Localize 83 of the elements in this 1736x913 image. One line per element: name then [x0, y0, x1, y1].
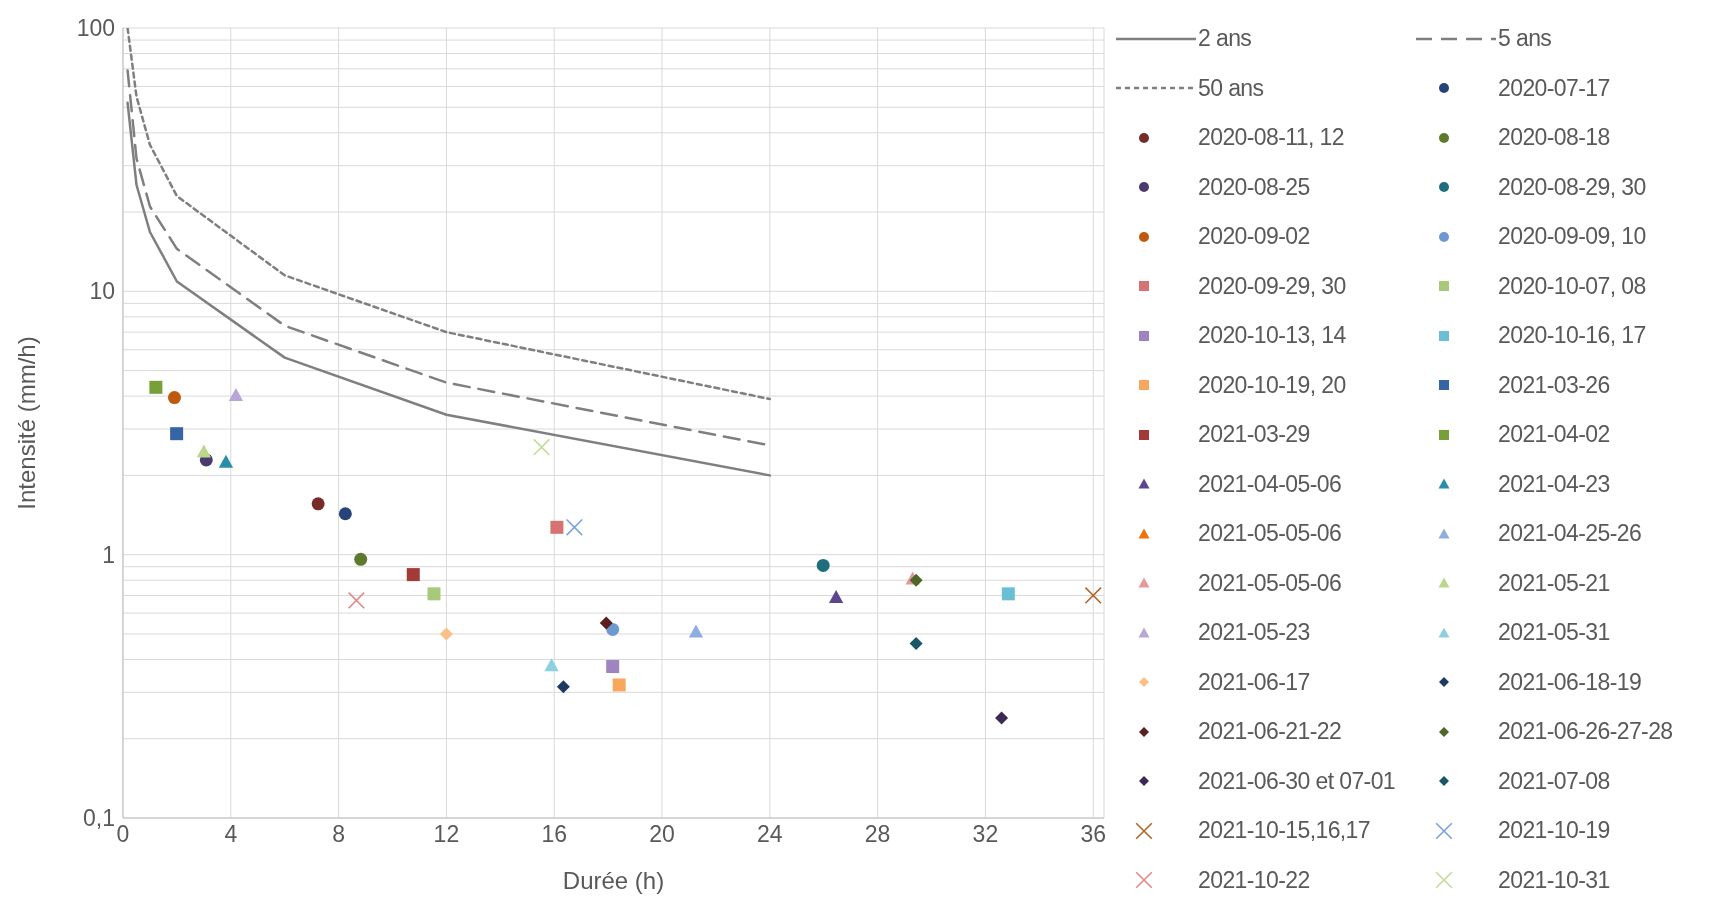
- point: [1084, 586, 1102, 605]
- point: [427, 587, 441, 601]
- legend-label: 2021-05-05-06: [1198, 569, 1342, 597]
- line-series: [126, 28, 772, 401]
- point: [228, 388, 244, 402]
- point: [218, 454, 234, 468]
- point: [612, 678, 626, 692]
- legend-label: 2020-10-19, 20: [1198, 371, 1346, 399]
- legend-label: 2021-03-29: [1198, 421, 1310, 449]
- legend-label: 2021-05-31: [1498, 619, 1610, 647]
- point: [167, 391, 181, 405]
- point: [354, 552, 368, 566]
- x-axis-title: Durée (h): [562, 867, 665, 894]
- legend-label: 2021-07-08: [1498, 767, 1610, 795]
- legend-label: 2021-06-17: [1198, 668, 1310, 696]
- legend-label: 2021-10-15,16,17: [1198, 817, 1370, 845]
- legend-label: 2021-06-30 et 07-01: [1198, 767, 1396, 795]
- point: [347, 591, 365, 610]
- legend-label: 2020-07-17: [1498, 74, 1610, 102]
- legend-label: 2021-05-05-06: [1198, 520, 1342, 548]
- point: [550, 520, 564, 534]
- x-tick-label: 8: [332, 821, 345, 848]
- legend-label: 2020-10-07, 08: [1498, 272, 1646, 300]
- legend-label: 2020-09-09, 10: [1498, 223, 1646, 251]
- legend-label: 2021-06-18-19: [1498, 668, 1642, 696]
- point: [544, 658, 559, 672]
- y-tick-label: 100: [76, 15, 115, 42]
- point: [1001, 587, 1015, 601]
- legend-label: 2021-03-26: [1498, 371, 1610, 399]
- point: [149, 380, 163, 394]
- x-tick-label: 0: [116, 821, 130, 848]
- legend-label: 2020-10-13, 14: [1198, 322, 1346, 350]
- legend-label: 2020-09-02: [1198, 223, 1310, 251]
- legend-label: 2021-04-02: [1498, 421, 1610, 449]
- legend-label: 2020-08-25: [1198, 173, 1310, 201]
- x-tick-label: 4: [224, 821, 238, 848]
- legend-label: 2021-06-21-22: [1198, 718, 1342, 746]
- legend-label: 2021-10-31: [1498, 866, 1610, 894]
- y-tick-label: 0,1: [83, 805, 115, 832]
- legend-label: 2020-08-18: [1498, 124, 1610, 152]
- legend-label: 2021-05-21: [1498, 569, 1610, 597]
- point: [196, 444, 211, 458]
- point: [909, 636, 923, 650]
- point: [532, 438, 551, 456]
- y-tick-label: 1: [102, 541, 115, 568]
- point: [338, 507, 352, 521]
- x-tick-label: 36: [1080, 821, 1107, 848]
- x-tick-label: 32: [972, 821, 999, 848]
- legend-label: 2021-06-26-27-28: [1498, 718, 1673, 746]
- legend-label: 2020-08-29, 30: [1498, 173, 1646, 201]
- point: [606, 622, 620, 636]
- legend-label: 2021-10-19: [1498, 817, 1610, 845]
- legend-label: 2021-04-25-26: [1498, 520, 1642, 548]
- legend-label: 2021-10-22: [1198, 866, 1310, 894]
- y-axis-title: Intensité (mm/h): [12, 336, 40, 510]
- point: [688, 624, 704, 638]
- point: [556, 680, 570, 694]
- point: [909, 573, 923, 587]
- y-tick-label: 10: [89, 278, 115, 305]
- legend-label: 2021-05-23: [1198, 619, 1310, 647]
- legend-label: 2021-04-05-06: [1198, 470, 1342, 498]
- legend-label: 50 ans: [1198, 74, 1264, 102]
- legend-label: 2021-04-23: [1498, 470, 1610, 498]
- x-tick-label: 28: [864, 821, 891, 848]
- point: [828, 589, 844, 603]
- x-tick-label: 20: [649, 821, 675, 848]
- x-tick-label: 12: [433, 821, 460, 848]
- point: [816, 558, 830, 572]
- legend-label: 2020-10-16, 17: [1498, 322, 1646, 350]
- point: [565, 518, 584, 536]
- legend-label: 2 ans: [1198, 25, 1252, 53]
- x-tick-label: 24: [757, 821, 783, 848]
- point: [170, 427, 184, 441]
- legend-label: 5 ans: [1498, 25, 1552, 53]
- point: [599, 616, 613, 630]
- point: [606, 660, 620, 674]
- x-tick-label: 16: [541, 821, 568, 848]
- legend-label: 2020-08-11, 12: [1198, 124, 1344, 152]
- point: [311, 497, 325, 511]
- legend-label: 2020-09-29, 30: [1198, 272, 1346, 300]
- point: [995, 711, 1009, 725]
- point: [439, 627, 453, 641]
- point: [406, 568, 420, 582]
